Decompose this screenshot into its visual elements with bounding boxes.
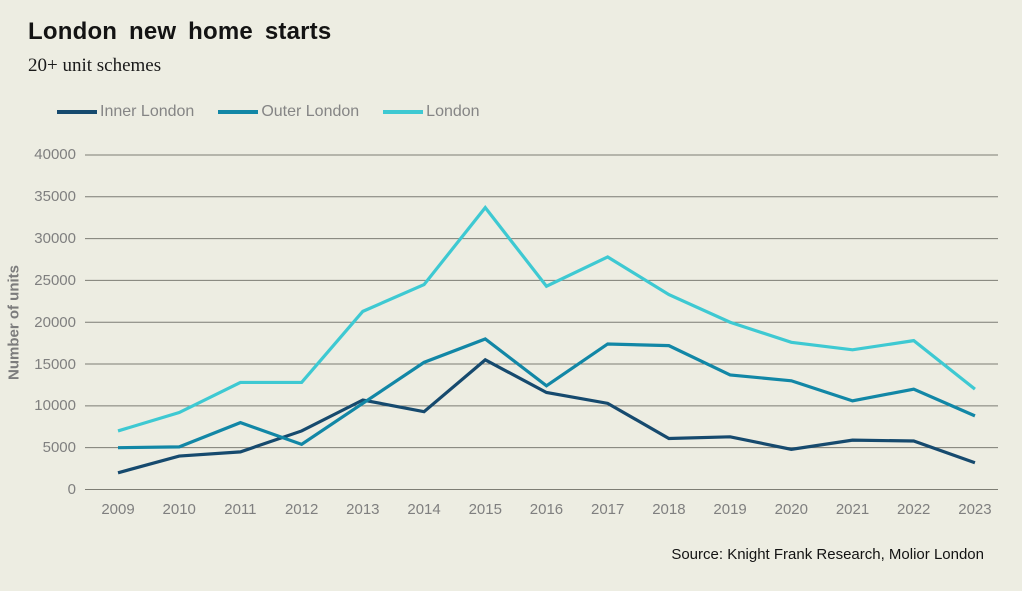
page-title: London new home starts [28,18,332,45]
x-tick-label: 2015 [468,501,502,518]
x-tick-label: 2009 [101,501,135,518]
series-line-inner-london [117,357,976,475]
source-note: Source: Knight Frank Research, Molior Lo… [671,546,984,563]
series-line-london [117,205,976,433]
legend-line-swatch [57,110,97,114]
y-tick-label: 30000 [34,230,76,248]
x-tick-label: 2019 [713,501,747,518]
x-tick-label: 2022 [897,501,931,518]
legend-line-swatch [383,110,424,114]
y-tick-label: 10000 [34,397,76,415]
legend-item-london: London [383,103,480,121]
y-tick-label: 25000 [34,271,76,289]
x-tick-label: 2011 [224,501,257,518]
legend-label: Inner London [100,103,195,120]
y-tick-label: 0 [67,481,76,498]
x-tick-label: 2020 [774,501,808,518]
y-tick-label: 40000 [34,146,76,164]
legend-item-inner-london: Inner London [57,103,194,121]
x-tick-label: 2021 [835,501,870,518]
x-tick-label: 2010 [162,501,196,518]
legend: Inner London Outer London London [57,103,504,121]
legend-line-swatch [218,110,259,114]
x-tick-label: 2014 [407,501,441,518]
page-subtitle: 20+ unit schemes [28,55,162,76]
x-tick-label: 2013 [346,501,380,518]
x-tick-label: 2023 [958,501,992,518]
x-tick-label: 2018 [652,501,686,518]
x-tick-label: 2016 [529,501,564,518]
y-tick-label: 35000 [34,188,76,206]
y-tick-label: 5000 [42,439,76,457]
series-line-outer-london [117,337,976,450]
y-tick-label: 20000 [34,313,76,331]
x-tick-label: 2012 [284,501,319,518]
legend-label: London [426,103,480,120]
legend-label: Outer London [261,103,360,120]
legend-item-outer-london: Outer London [218,103,359,121]
y-tick-label: 15000 [34,355,76,373]
x-tick-label: 2017 [590,501,625,518]
